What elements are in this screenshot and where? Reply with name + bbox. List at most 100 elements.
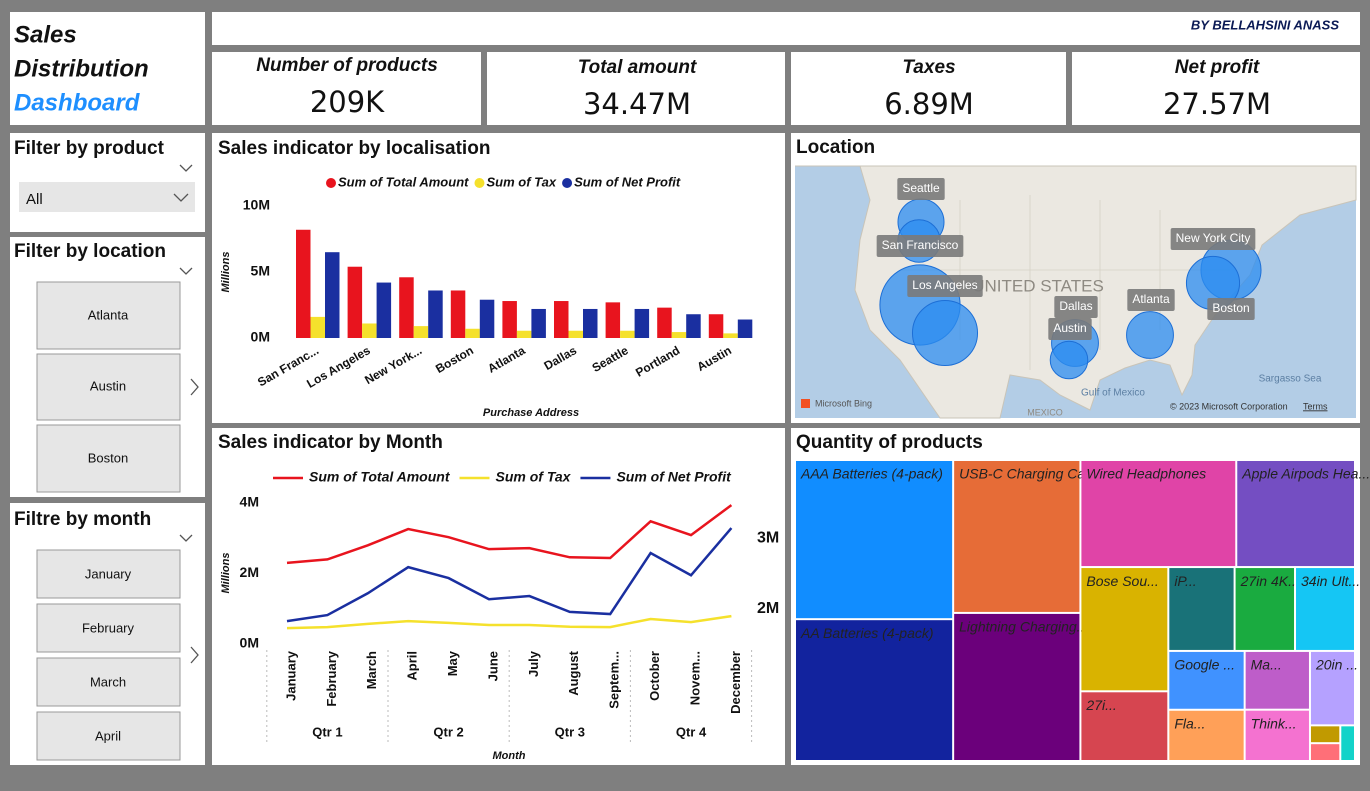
x-tick-label: May (445, 650, 460, 676)
map-label: Gulf of Mexico (1081, 388, 1145, 399)
kpi-card (1072, 52, 1360, 125)
legend-label: Sum of Net Profit (616, 469, 732, 485)
kpi-value: 34.47M (583, 87, 691, 121)
bubble-label: San Francisco (882, 238, 959, 252)
filter-title: Filter by location (14, 241, 166, 262)
quarter-label: Qtr 1 (312, 724, 342, 739)
chart-title: Sales indicator by localisation (218, 138, 490, 159)
bing-logo (801, 399, 810, 408)
title-line: Sales (14, 21, 77, 48)
chart-title: Sales indicator by Month (218, 432, 443, 453)
legend-label: Sum of Tax (486, 174, 556, 189)
treemap-tile (1310, 726, 1340, 743)
title-line: Dashboard (14, 89, 141, 116)
title-panel (10, 12, 205, 125)
scroll-arrow[interactable] (190, 646, 199, 664)
filter-option[interactable] (36, 353, 181, 421)
filter-option[interactable] (36, 657, 181, 707)
filter-option[interactable] (36, 281, 181, 350)
treemap-tile (1235, 568, 1295, 650)
bar (554, 301, 569, 338)
map-attribution: Microsoft Bing (815, 398, 872, 408)
y-tick-label: 0M (240, 635, 259, 651)
option-label: January (85, 566, 132, 581)
title-line: Distribution (14, 55, 149, 82)
map-terms[interactable]: Terms (1303, 401, 1328, 411)
treemap-label: Ma... (1251, 657, 1282, 673)
bubble (1126, 311, 1174, 359)
kpi-label: Number of products (256, 55, 438, 76)
bubble (1049, 340, 1089, 380)
kpi-value: 209K (310, 85, 385, 119)
bar (362, 323, 377, 338)
x-tick-label: October (647, 651, 662, 701)
kpi-label: Taxes (902, 57, 955, 78)
bubble-label-bg (1048, 318, 1092, 340)
y2-tick-label: 3M (757, 529, 779, 546)
x-tick-label: July (526, 650, 541, 677)
product-dropdown[interactable] (19, 182, 195, 212)
filter-option[interactable] (36, 711, 181, 761)
kpi-value: 6.89M (884, 87, 974, 121)
dropdown-value: All (26, 191, 43, 208)
bar (737, 319, 753, 338)
y-tick-label: 2M (240, 564, 259, 580)
legend-label: Sum of Tax (496, 469, 572, 485)
filter-option[interactable] (36, 549, 181, 599)
quarter-label: Qtr 2 (433, 724, 463, 739)
bubble-label-bg (907, 275, 983, 297)
treemap-label: Bose Sou... (1086, 573, 1158, 589)
x-tick-label: June (485, 651, 500, 681)
filter-option[interactable] (36, 603, 181, 653)
kpi-card (212, 52, 481, 125)
bubble-label-bg (876, 235, 964, 257)
option-label: Austin (90, 378, 126, 393)
legend-marker (562, 178, 573, 188)
treemap-tile (796, 461, 953, 619)
option-label: Atlanta (88, 307, 129, 322)
treemap-label: Apple Airpods Hea... (1241, 466, 1370, 482)
chevron (179, 267, 193, 275)
treemap-label: 34in Ult... (1301, 573, 1360, 589)
option-label: Boston (88, 450, 128, 465)
bar (450, 290, 466, 338)
treemap-tile (796, 620, 953, 760)
treemap-tile (954, 613, 1080, 760)
bar (568, 330, 583, 338)
bubble-label: Dallas (1059, 299, 1092, 313)
treemap-label: AAA Batteries (4-pack) (800, 466, 943, 482)
x-tick-label: Septem... (607, 651, 622, 709)
filter-option[interactable] (36, 424, 181, 493)
scroll-arrow[interactable] (190, 378, 199, 396)
y-axis-title: Millions (220, 252, 232, 293)
treemap-tile (1081, 461, 1236, 567)
y-axis-title: Millions (220, 553, 232, 594)
bar (531, 308, 546, 338)
treemap-tile (1081, 568, 1168, 691)
x-tick-label: December (728, 651, 743, 714)
bar (428, 290, 443, 338)
bar (686, 314, 701, 338)
treemap-tile (1310, 744, 1340, 760)
y-tick-label: 5M (251, 263, 270, 279)
bubble-label: New York City (1176, 231, 1251, 245)
x-tick-label: Novem... (687, 651, 702, 705)
map-borders (900, 195, 1230, 370)
bubble-label-bg (1207, 298, 1255, 320)
treemap-tile (1081, 692, 1168, 760)
treemap-label: 20in ... (1315, 657, 1358, 673)
bar (516, 330, 532, 338)
x-axis-title: Purchase Address (483, 407, 579, 419)
map-label: Sargasso Sea (1259, 374, 1322, 385)
line-chart-panel (212, 428, 785, 765)
treemap-tile (1169, 710, 1244, 760)
legend-marker (474, 178, 485, 188)
y2-tick-label: 2M (757, 600, 779, 617)
filter-title: Filtre by month (14, 509, 151, 530)
bar (583, 308, 598, 338)
x-tick-label: April (405, 651, 420, 681)
author: BY BELLAHSINI ANASS (1191, 17, 1339, 32)
kpi-card (487, 52, 785, 125)
x-tick-label: February (324, 650, 339, 706)
